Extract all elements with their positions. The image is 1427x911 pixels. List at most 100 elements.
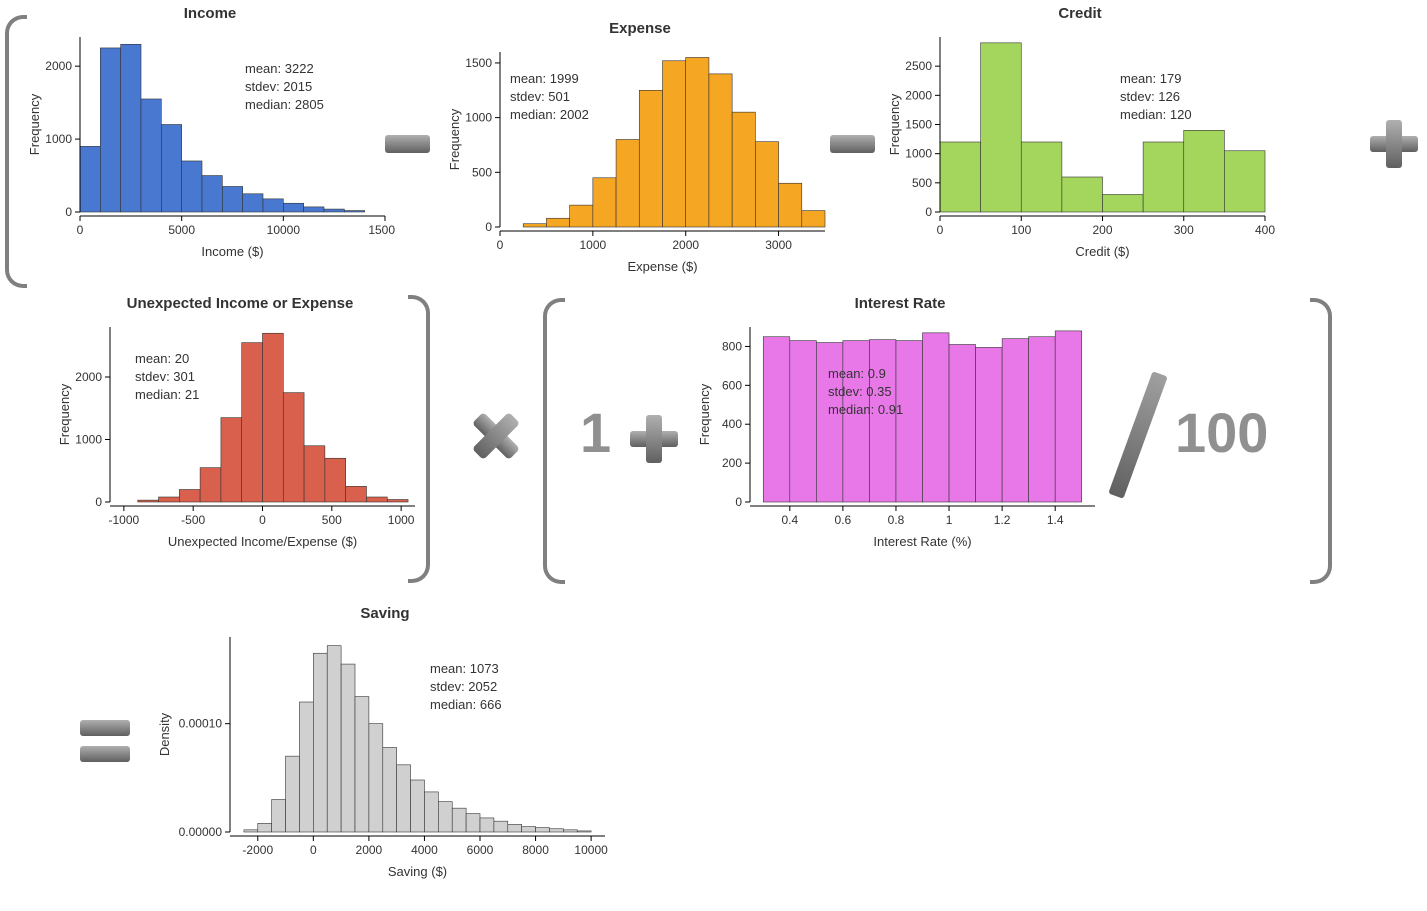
svg-text:1000: 1000 [45, 132, 72, 146]
svg-text:0.00010: 0.00010 [179, 717, 223, 731]
literal-one: 1 [580, 400, 611, 465]
svg-text:0: 0 [95, 495, 102, 509]
svg-text:0: 0 [310, 843, 317, 857]
svg-text:0: 0 [925, 205, 932, 219]
svg-text:-500: -500 [181, 513, 205, 527]
svg-text:Expense ($): Expense ($) [627, 259, 697, 274]
operator-plus-1 [1370, 120, 1418, 168]
svg-text:0: 0 [735, 495, 742, 509]
svg-text:3000: 3000 [765, 238, 792, 252]
svg-text:2000: 2000 [45, 59, 72, 73]
stats-expense: mean: 1999 stdev: 501 median: 2002 [510, 70, 589, 125]
svg-text:0: 0 [485, 220, 492, 234]
svg-text:Frequency: Frequency [887, 93, 902, 155]
svg-text:Interest Rate (%): Interest Rate (%) [873, 534, 971, 549]
svg-text:0: 0 [77, 223, 84, 237]
chart-income-svg: 0 5000 10000 15000 0 1000 2000 Income ($) Freque… [25, 27, 395, 262]
svg-text:-2000: -2000 [242, 843, 273, 857]
operator-minus-1 [385, 135, 430, 157]
chart-income: Income 0 5000 10000 15000 0 1000 2000 Income ($… [25, 5, 395, 262]
chart-unexpected-svg: -1000 -500 0 500 1000 0 1000 2000 Unexpected Inc… [55, 317, 425, 552]
svg-text:500: 500 [322, 513, 342, 527]
chart-title-expense: Expense [445, 20, 835, 37]
chart-expense: Expense 0 1000 2000 3000 0 500 1000 1500 Expense… [445, 20, 835, 277]
svg-text:800: 800 [722, 339, 742, 353]
chart-title-unexpected: Unexpected Income or Expense [55, 295, 425, 312]
svg-text:400: 400 [1255, 223, 1275, 237]
chart-title-credit: Credit [885, 5, 1275, 22]
svg-text:1000: 1000 [465, 111, 492, 125]
stats-interest: mean: 0.9 stdev: 0.35 median: 0.91 [828, 365, 903, 420]
stats-saving: mean: 1073 stdev: 2052 median: 666 [430, 660, 502, 715]
svg-text:2000: 2000 [75, 370, 102, 384]
operator-plus-2 [630, 415, 678, 463]
chart-saving-svg: -2000 0 2000 4000 6000 8000 10000 0.00000 0.0001… [155, 627, 615, 882]
svg-text:Frequency: Frequency [447, 108, 462, 170]
svg-text:0: 0 [259, 513, 266, 527]
svg-text:1500: 1500 [905, 118, 932, 132]
svg-text:0.6: 0.6 [835, 513, 852, 527]
svg-text:0.8: 0.8 [888, 513, 905, 527]
chart-unexpected: Unexpected Income or Expense -1000 -500 0 5… [55, 295, 425, 552]
svg-text:2500: 2500 [905, 59, 932, 73]
chart-title-income: Income [25, 5, 395, 22]
svg-text:5000: 5000 [168, 223, 195, 237]
svg-text:Income ($): Income ($) [201, 244, 263, 259]
svg-text:1000: 1000 [388, 513, 415, 527]
operator-minus-2 [830, 135, 875, 157]
svg-text:15000: 15000 [368, 223, 395, 237]
chart-saving: Saving -200002000400060008000100000.0000… [155, 605, 615, 882]
operator-multiply [470, 410, 522, 462]
svg-text:1500: 1500 [465, 56, 492, 70]
operator-divide-slash [1108, 371, 1167, 499]
svg-text:1: 1 [946, 513, 953, 527]
svg-text:Frequency: Frequency [57, 383, 72, 445]
svg-text:500: 500 [472, 165, 492, 179]
svg-text:Unexpected Income/Expense ($): Unexpected Income/Expense ($) [168, 534, 357, 549]
chart-interest-svg: 0.4 0.6 0.8 1 1.2 1.4 0 200 400 600 800 Interest Ra… [695, 317, 1105, 552]
svg-text:10000: 10000 [267, 223, 301, 237]
svg-text:0: 0 [497, 238, 504, 252]
svg-text:Density: Density [157, 712, 172, 756]
svg-text:1000: 1000 [905, 147, 932, 161]
stats-credit: mean: 179 stdev: 126 median: 120 [1120, 70, 1192, 125]
bracket-row2-right [1310, 298, 1332, 584]
svg-text:600: 600 [722, 378, 742, 392]
chart-credit: Credit 0 100 200 300 400 0 500 1000 1500 2000 2500… [885, 5, 1275, 262]
svg-text:400: 400 [722, 417, 742, 431]
svg-text:2000: 2000 [672, 238, 699, 252]
bracket-row1-left [5, 15, 27, 288]
svg-text:1000: 1000 [75, 433, 102, 447]
stats-income: mean: 3222 stdev: 2015 median: 2805 [245, 60, 324, 115]
chart-expense-svg: 0 1000 2000 3000 0 500 1000 1500 Expense ($) Freq… [445, 42, 835, 277]
svg-text:1.4: 1.4 [1047, 513, 1064, 527]
svg-text:10000: 10000 [574, 843, 608, 857]
svg-text:500: 500 [912, 176, 932, 190]
svg-text:Frequency: Frequency [697, 383, 712, 445]
svg-text:200: 200 [722, 456, 742, 470]
svg-text:1.2: 1.2 [994, 513, 1011, 527]
chart-title-interest: Interest Rate [695, 295, 1105, 312]
svg-text:2000: 2000 [356, 843, 383, 857]
svg-text:1000: 1000 [580, 238, 607, 252]
svg-text:200: 200 [1092, 223, 1112, 237]
svg-text:0: 0 [937, 223, 944, 237]
chart-interest: Interest Rate 0.4 0.6 0.8 1 1.2 1.4 0 200 400 600… [695, 295, 1105, 552]
svg-text:Saving ($): Saving ($) [388, 864, 447, 879]
svg-text:2000: 2000 [905, 88, 932, 102]
svg-text:300: 300 [1174, 223, 1194, 237]
svg-text:Frequency: Frequency [27, 93, 42, 155]
svg-text:Credit ($): Credit ($) [1075, 244, 1129, 259]
svg-text:-1000: -1000 [109, 513, 140, 527]
svg-text:8000: 8000 [522, 843, 549, 857]
svg-text:0.4: 0.4 [781, 513, 798, 527]
stats-unexpected: mean: 20 stdev: 301 median: 21 [135, 350, 199, 405]
svg-text:4000: 4000 [411, 843, 438, 857]
bracket-row2-left [543, 298, 565, 584]
svg-text:0.00000: 0.00000 [179, 825, 223, 839]
svg-text:100: 100 [1011, 223, 1031, 237]
svg-text:6000: 6000 [467, 843, 494, 857]
chart-credit-svg: 0 100 200 300 400 0 500 1000 1500 2000 2500 Credit … [885, 27, 1275, 262]
svg-text:0: 0 [65, 205, 72, 219]
literal-hundred: 100 [1175, 400, 1268, 465]
